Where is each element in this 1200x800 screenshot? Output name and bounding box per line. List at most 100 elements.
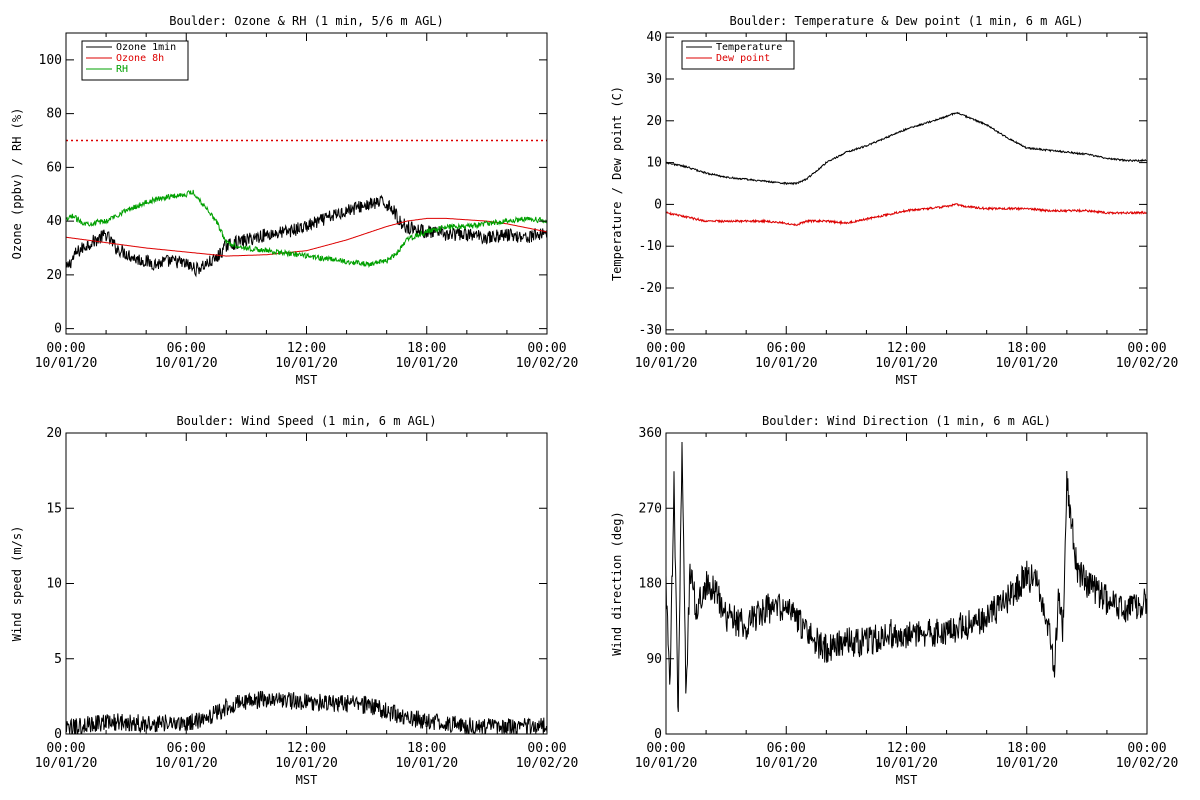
y-tick-label: 0 xyxy=(654,727,662,742)
x-tick-label: 12:00 xyxy=(287,741,326,756)
y-axis-label: Wind speed (m/s) xyxy=(10,526,24,642)
y-tick-label: 10 xyxy=(646,156,662,171)
series-line-rh xyxy=(66,189,547,268)
x-tick-label: 12:00 xyxy=(287,341,326,356)
y-tick-label: 100 xyxy=(39,53,62,68)
x-tick-label: 12:00 xyxy=(887,341,926,356)
x-tick-date-label: 10/01/20 xyxy=(995,356,1058,371)
x-tick-date-label: 10/01/20 xyxy=(395,756,458,771)
y-tick-label: 40 xyxy=(46,214,62,229)
x-tick-label: 12:00 xyxy=(887,741,926,756)
chart-title: Boulder: Wind Direction (1 min, 6 m AGL) xyxy=(762,414,1051,428)
x-tick-date-label: 10/01/20 xyxy=(275,756,338,771)
x-tick-date-label: 10/01/20 xyxy=(755,356,818,371)
x-tick-label: 00:00 xyxy=(646,341,685,356)
y-tick-label: 0 xyxy=(54,727,62,742)
chart-title: Boulder: Wind Speed (1 min, 6 m AGL) xyxy=(176,414,436,428)
x-tick-label: 00:00 xyxy=(527,741,566,756)
x-tick-date-label: 10/02/20 xyxy=(516,356,579,371)
wind-direction-panel: 09018027036000:0010/01/2006:0010/01/2012… xyxy=(610,414,1178,787)
x-tick-label: 06:00 xyxy=(767,741,806,756)
x-axis-label: MST xyxy=(896,373,918,387)
x-tick-date-label: 10/01/20 xyxy=(35,356,98,371)
y-tick-label: -30 xyxy=(639,323,662,338)
wind-speed-panel: 0510152000:0010/01/2006:0010/01/2012:001… xyxy=(10,414,578,787)
x-tick-date-label: 10/01/20 xyxy=(875,756,938,771)
y-tick-label: 40 xyxy=(646,30,662,45)
plot-frame xyxy=(665,432,1148,735)
series-line-dew-point xyxy=(666,203,1147,227)
y-axis-label: Wind direction (deg) xyxy=(610,511,624,656)
x-tick-label: 00:00 xyxy=(1127,341,1166,356)
x-tick-date-label: 10/01/20 xyxy=(875,356,938,371)
series-group xyxy=(666,111,1147,227)
y-tick-label: 20 xyxy=(46,426,62,441)
x-tick-date-label: 10/02/20 xyxy=(516,756,579,771)
y-tick-label: -20 xyxy=(639,281,662,296)
y-tick-label: 0 xyxy=(54,322,62,337)
series-line-temperature xyxy=(666,111,1147,186)
x-axis-label: MST xyxy=(296,773,318,787)
y-tick-label: 20 xyxy=(46,268,62,283)
x-tick-label: 06:00 xyxy=(167,341,206,356)
y-tick-label: -10 xyxy=(639,239,662,254)
x-tick-date-label: 10/01/20 xyxy=(275,356,338,371)
x-tick-label: 06:00 xyxy=(767,341,806,356)
y-tick-label: 90 xyxy=(646,652,662,667)
legend-label: Ozone 1min xyxy=(116,42,176,53)
y-tick-label: 30 xyxy=(646,72,662,87)
x-tick-date-label: 10/01/20 xyxy=(635,756,698,771)
x-tick-label: 00:00 xyxy=(46,341,85,356)
y-tick-label: 180 xyxy=(639,577,662,592)
x-tick-date-label: 10/02/20 xyxy=(1116,756,1179,771)
x-tick-label: 18:00 xyxy=(407,341,446,356)
plot-frame xyxy=(65,432,548,735)
legend-box xyxy=(681,40,795,70)
y-tick-label: 5 xyxy=(54,652,62,667)
legend-label: RH xyxy=(116,64,128,75)
x-tick-date-label: 10/01/20 xyxy=(635,356,698,371)
y-tick-label: 20 xyxy=(646,114,662,129)
y-tick-label: 270 xyxy=(639,501,662,516)
x-tick-label: 18:00 xyxy=(407,741,446,756)
legend-label: Temperature xyxy=(716,42,782,53)
legend-label: Ozone 8h xyxy=(116,53,164,64)
x-tick-label: 00:00 xyxy=(46,741,85,756)
series-line-wind_dir xyxy=(666,441,1147,712)
y-tick-label: 10 xyxy=(46,577,62,592)
x-tick-label: 18:00 xyxy=(1007,341,1046,356)
y-axis-label: Ozone (ppbv) / RH (%) xyxy=(10,108,24,260)
y-tick-label: 0 xyxy=(654,197,662,212)
x-tick-date-label: 10/01/20 xyxy=(35,756,98,771)
x-tick-date-label: 10/01/20 xyxy=(155,356,218,371)
plot-frame xyxy=(665,32,1148,335)
legend-box xyxy=(81,40,189,81)
x-axis-label: MST xyxy=(296,373,318,387)
x-tick-date-label: 10/01/20 xyxy=(755,756,818,771)
x-tick-date-label: 10/01/20 xyxy=(395,356,458,371)
y-tick-label: 15 xyxy=(46,501,62,516)
series-group xyxy=(666,441,1147,712)
series-line-ozone-8h xyxy=(66,217,547,257)
temperature-dewpoint-panel: -30-20-1001020304000:0010/01/2006:0010/0… xyxy=(610,14,1178,387)
series-line-ozone-1min xyxy=(66,194,547,278)
x-tick-label: 18:00 xyxy=(1007,741,1046,756)
x-tick-label: 06:00 xyxy=(167,741,206,756)
x-tick-label: 00:00 xyxy=(1127,741,1166,756)
legend-label: Dew point xyxy=(716,53,770,64)
series-group xyxy=(66,189,547,278)
x-tick-date-label: 10/02/20 xyxy=(1116,356,1179,371)
x-tick-date-label: 10/01/20 xyxy=(155,756,218,771)
x-axis-label: MST xyxy=(896,773,918,787)
y-tick-label: 80 xyxy=(46,107,62,122)
y-axis-label: Temperature / Dew point (C) xyxy=(610,86,624,281)
chart-title: Boulder: Temperature & Dew point (1 min,… xyxy=(729,14,1083,28)
y-tick-label: 360 xyxy=(639,426,662,441)
ozone-rh-panel: 02040608010000:0010/01/2006:0010/01/2012… xyxy=(10,14,578,387)
y-tick-label: 60 xyxy=(46,160,62,175)
x-tick-date-label: 10/01/20 xyxy=(995,756,1058,771)
x-tick-label: 00:00 xyxy=(646,741,685,756)
x-tick-label: 00:00 xyxy=(527,341,566,356)
chart-title: Boulder: Ozone & RH (1 min, 5/6 m AGL) xyxy=(169,14,444,28)
